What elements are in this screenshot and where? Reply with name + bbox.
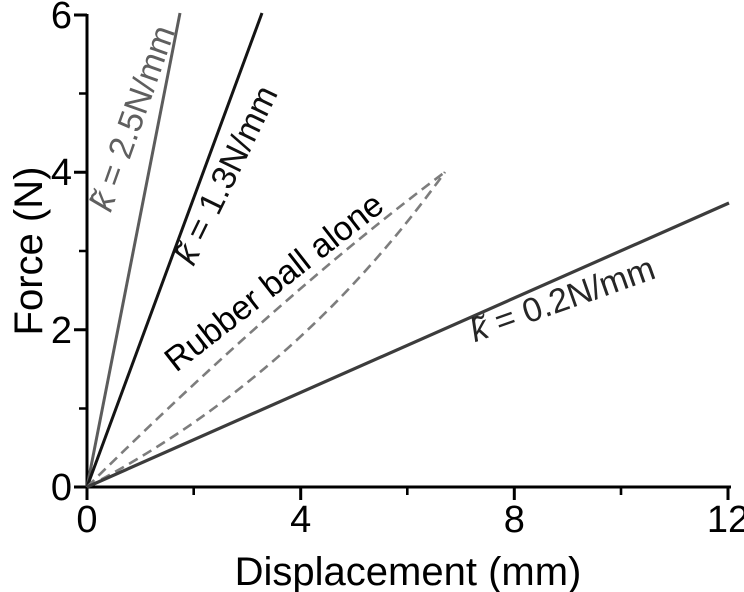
line-k-0.2 — [86, 201, 730, 489]
y-tick-label-2: 2 — [51, 310, 72, 352]
line-k-1.3 — [85, 12, 264, 488]
line-k-2.5 — [85, 12, 182, 488]
label-k-1.3-value: = 1.3N/mm — [174, 80, 286, 255]
y-axis-minor-ticks — [79, 92, 87, 410]
y-axis-title: Force (N) — [7, 167, 51, 336]
rubber-ball-loading-curve — [86, 170, 446, 488]
x-tick-label-4: 4 — [290, 499, 311, 541]
label-k-2.5: k̃ = 2.5N/mm — [82, 21, 182, 216]
label-k-0.2-value: = 0.2N/mm — [481, 249, 660, 344]
x-tick-label-12: 12 — [707, 499, 744, 541]
y-tick-label-4: 4 — [51, 152, 72, 194]
rubber-ball-unloading-curve — [86, 171, 447, 489]
x-tick-label-0: 0 — [76, 499, 97, 541]
y-tick-label-6: 6 — [51, 0, 72, 37]
y-axis-major-ticks — [74, 13, 87, 489]
label-k-0.2: k̃ = 0.2N/mm — [465, 249, 660, 349]
x-axis-title: Displacement (mm) — [235, 550, 582, 592]
x-axis-minor-ticks — [192, 487, 623, 495]
x-axis-major-ticks — [85, 487, 730, 500]
label-k-2.5-value: = 2.5N/mm — [88, 21, 183, 200]
y-tick-label-0: 0 — [51, 467, 72, 509]
x-tick-label-8: 8 — [504, 499, 525, 541]
